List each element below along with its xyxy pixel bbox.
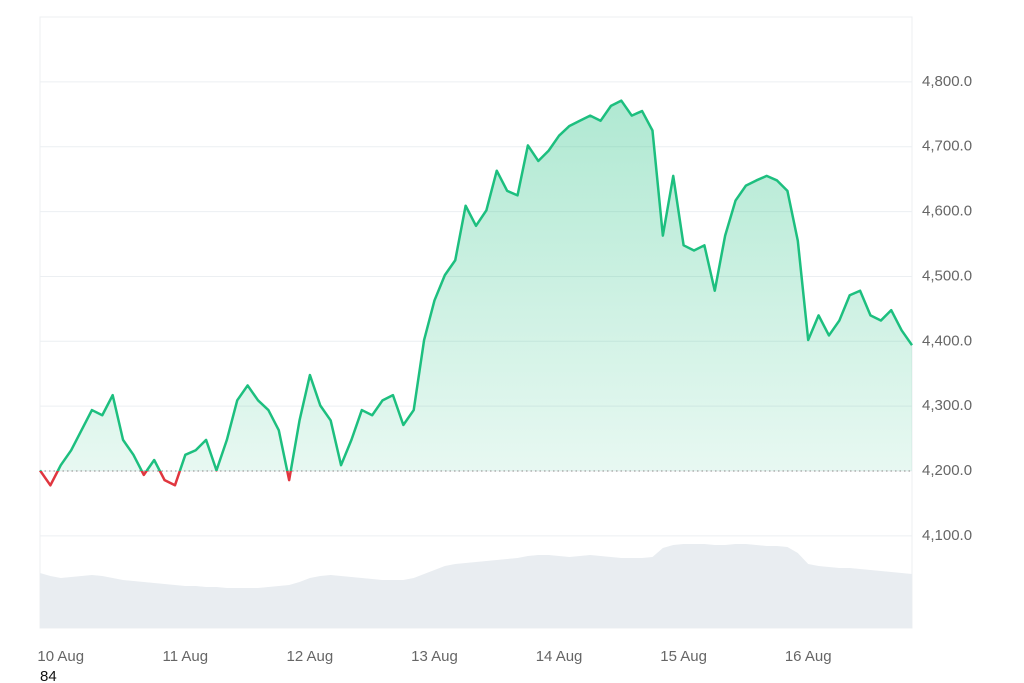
y-tick-label: 4,500.0 xyxy=(922,267,972,284)
x-tick-label: 16 Aug xyxy=(785,648,832,665)
y-tick-label: 4,100.0 xyxy=(922,527,972,544)
y-tick-label: 4,400.0 xyxy=(922,332,972,349)
y-tick-label: 4,700.0 xyxy=(922,138,972,155)
x-tick-label: 10 Aug xyxy=(37,648,84,665)
x-tick-label: 15 Aug xyxy=(660,648,707,665)
annotation: 84 xyxy=(40,668,57,683)
price-line-up xyxy=(39,99,914,472)
y-tick-label: 4,600.0 xyxy=(922,203,972,220)
volume-area xyxy=(40,544,912,628)
price-area xyxy=(40,100,912,472)
x-tick-label: 13 Aug xyxy=(411,648,458,665)
x-tick-label: 12 Aug xyxy=(287,648,334,665)
y-tick-label: 4,300.0 xyxy=(922,397,972,414)
y-tick-label: 4,200.0 xyxy=(922,462,972,479)
y-tick-label: 4,800.0 xyxy=(922,73,972,90)
x-tick-label: 14 Aug xyxy=(536,648,583,665)
x-tick-label: 11 Aug xyxy=(163,648,209,665)
